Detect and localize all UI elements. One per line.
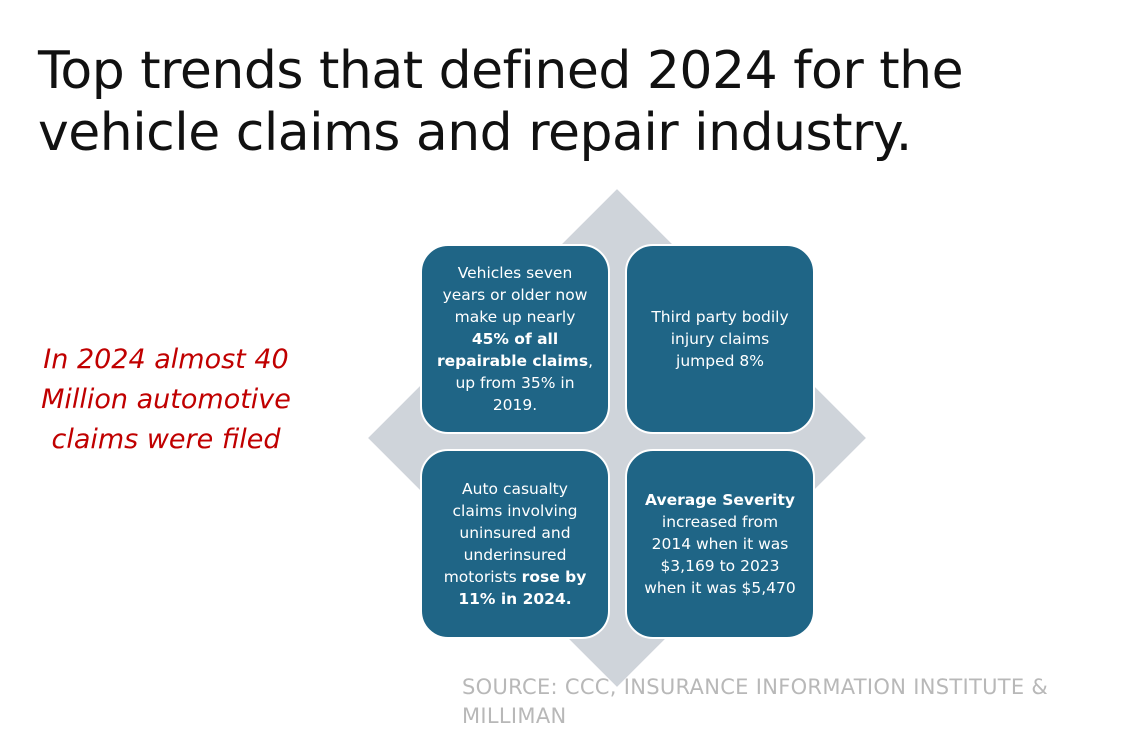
page-title: Top trends that defined 2024 for the veh… [38,41,964,163]
trend-text: Third party bodily injury claims jumped … [641,306,799,372]
trend-text-post: , up from 35% in 2019. [455,352,594,414]
trend-text-post: increased from 2014 when it was $3,169 t… [644,513,796,597]
trend-text-pre: Third party bodily injury claims jumped … [651,308,789,370]
trend-box-older-vehicles: Vehicles seven years or older now make u… [420,244,610,434]
trend-text-bold: 45% of all repairable claims [436,330,589,370]
trend-text: Auto casualty claims involving uninsured… [436,478,594,610]
trend-text-pre: Vehicles seven years or older now make u… [442,264,588,326]
trend-text-bold: Average Severity [645,491,795,509]
claims-callout: In 2024 almost 40 Million automotive cla… [41,344,291,455]
trend-box-bodily-injury: Third party bodily injury claims jumped … [625,244,815,434]
trend-text: Average Severity increased from 2014 whe… [641,489,799,599]
trend-text: Vehicles seven years or older now make u… [436,262,594,416]
trend-box-average-severity: Average Severity increased from 2014 whe… [625,449,815,639]
source-note: SOURCE: CCC, INSURANCE INFORMATION INSTI… [462,675,1049,728]
trend-text-bold: rose by 11% in 2024. [458,568,587,608]
trend-box-uninsured-motorists: Auto casualty claims involving uninsured… [420,449,610,639]
trend-text-pre: Auto casualty claims involving uninsured… [443,480,578,586]
